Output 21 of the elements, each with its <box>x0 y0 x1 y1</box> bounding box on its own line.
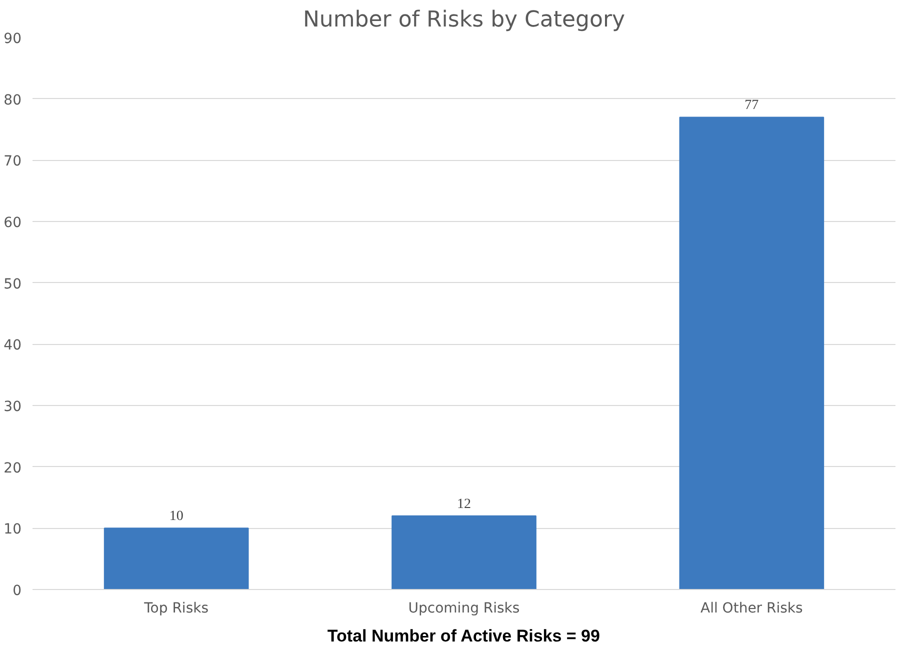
y-tick-label: 80 <box>4 92 22 108</box>
y-tick-label: 40 <box>4 338 22 354</box>
bar <box>679 116 824 590</box>
bar <box>104 528 249 590</box>
data-label: 10 <box>169 509 184 524</box>
y-tick-label: 0 <box>12 583 22 599</box>
x-tick-label: All Other Risks <box>700 600 803 616</box>
data-label: 12 <box>457 496 471 512</box>
y-tick-label: 30 <box>4 399 22 415</box>
y-tick-label: 10 <box>4 522 22 538</box>
y-tick-label: 70 <box>4 154 22 170</box>
x-tick-label: Top Risks <box>143 600 209 616</box>
x-tick-label: Upcoming Risks <box>408 600 520 616</box>
y-tick-label: 60 <box>4 215 22 231</box>
bar <box>392 515 536 590</box>
y-tick-label: 20 <box>4 460 22 476</box>
chart-title: Number of Risks by Category <box>302 8 626 32</box>
text: Total Number of Active Risks = 99 <box>327 626 600 646</box>
y-tick-label: 50 <box>4 276 22 292</box>
y-tick-label: 90 <box>4 31 22 47</box>
data-label: 77 <box>744 98 759 114</box>
